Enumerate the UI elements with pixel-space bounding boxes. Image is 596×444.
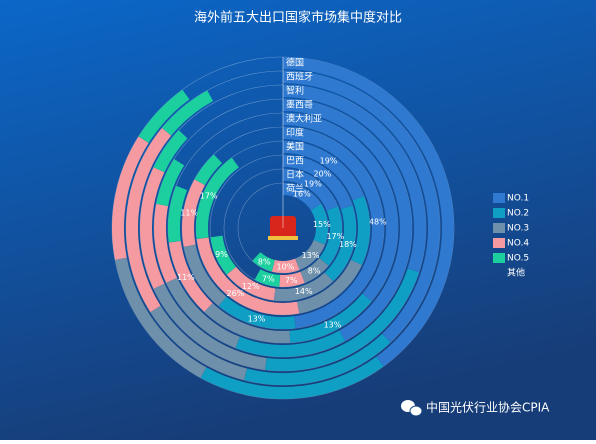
legend-swatch [493, 268, 505, 278]
data-label: 13% [302, 251, 320, 260]
ring-segment [153, 130, 188, 173]
ring-segment [254, 269, 281, 287]
ring-segment [282, 85, 426, 273]
ring-segment [282, 113, 398, 302]
watermark [401, 400, 423, 417]
data-label: 13% [324, 321, 342, 330]
ring-segment [265, 268, 420, 371]
ring-segment [282, 127, 384, 329]
ring-segment [282, 155, 353, 210]
ring-segment [168, 185, 188, 243]
data-label: 8% [258, 258, 271, 267]
category-label: 印度 [286, 127, 304, 139]
ring-segment [300, 257, 329, 283]
ring-segment [319, 206, 342, 266]
data-label: 7% [285, 276, 298, 285]
ring-segment [162, 90, 214, 136]
data-label: 8% [308, 266, 321, 275]
ring-segment [244, 333, 391, 385]
ring-segment [126, 128, 172, 313]
category-label: 智利 [286, 85, 304, 97]
ring-segment [183, 244, 227, 306]
ring-segment [140, 167, 165, 289]
data-label: 14% [295, 287, 313, 296]
legend-swatch [493, 193, 505, 203]
category-label: 荷兰 [286, 183, 304, 195]
ring-segment [310, 203, 328, 245]
legend-label: NO.3 [507, 224, 529, 234]
category-label: 墨西哥 [286, 100, 313, 111]
ring-segment [168, 240, 213, 312]
ring-segment [210, 235, 237, 275]
ring-segment [282, 141, 364, 201]
ring-segment [279, 271, 305, 287]
data-label: 17% [326, 232, 344, 241]
ring-segment [226, 266, 276, 301]
category-label: 日本 [286, 169, 304, 181]
legend-label: NO.2 [507, 209, 529, 219]
ring-segment [150, 305, 248, 381]
ring-segment [194, 154, 223, 186]
ring-segment [282, 169, 338, 211]
data-label: 48% [369, 218, 387, 227]
category-label: 澳大利亚 [286, 113, 322, 125]
ring-segment [282, 71, 440, 343]
ring-segment [282, 57, 454, 367]
data-label: 13% [248, 315, 266, 324]
data-label: 20% [313, 169, 331, 178]
legend-swatch [493, 253, 505, 263]
data-label: 15% [313, 220, 331, 229]
ring-segment [271, 258, 300, 273]
category-label: 德国 [286, 57, 304, 69]
data-label: 16% [293, 189, 311, 198]
ring-segment [324, 205, 356, 282]
ring-segment [296, 259, 362, 314]
legend-swatch [493, 238, 505, 248]
data-label: 7% [262, 274, 275, 283]
ring-segment [282, 183, 321, 211]
category-label: 巴西 [286, 156, 304, 167]
data-label: 19% [320, 157, 338, 166]
data-label: 11% [180, 209, 198, 218]
data-label: 19% [304, 180, 322, 189]
data-label: 18% [339, 240, 357, 249]
data-label: 9% [215, 250, 228, 259]
ring-segment [196, 237, 300, 315]
data-label: 26% [226, 289, 244, 298]
ring-segment [115, 257, 207, 378]
data-label: 17% [200, 191, 218, 200]
legend-swatch [493, 223, 505, 233]
ring-segment [156, 158, 185, 207]
category-label: 西班牙 [286, 71, 313, 83]
ring-segment [350, 195, 370, 265]
watermark-text: 中国光伏行业协会CPIA [426, 400, 550, 415]
ring-segment [200, 356, 384, 399]
ring-segment [166, 277, 241, 348]
ring-segment [289, 293, 372, 343]
legend-swatch [493, 208, 505, 218]
ring-segment [196, 157, 240, 239]
ring-segment [154, 203, 178, 283]
data-label: 12% [242, 282, 260, 291]
category-label: 美国 [286, 141, 304, 153]
ring-segment [182, 179, 206, 247]
legend-label: NO.5 [507, 254, 529, 264]
legend-label: 其他 [507, 267, 525, 279]
chart-title: 海外前五大出口国家市场集中度对比 [194, 10, 402, 26]
ring-segment [153, 283, 267, 370]
ring-segment [235, 330, 346, 357]
ring-segment [294, 239, 325, 270]
data-label: 11% [177, 273, 195, 282]
ring-segment [282, 99, 412, 342]
data-label: 10% [277, 262, 295, 271]
legend-label: NO.1 [507, 194, 529, 204]
ring-segment [218, 296, 296, 329]
ring-segment [138, 89, 190, 143]
ring-segment [252, 251, 276, 272]
ring-segment [112, 136, 149, 261]
legend-label: NO.4 [507, 239, 529, 249]
ring-segment [204, 303, 291, 343]
ring-segment [273, 272, 333, 301]
